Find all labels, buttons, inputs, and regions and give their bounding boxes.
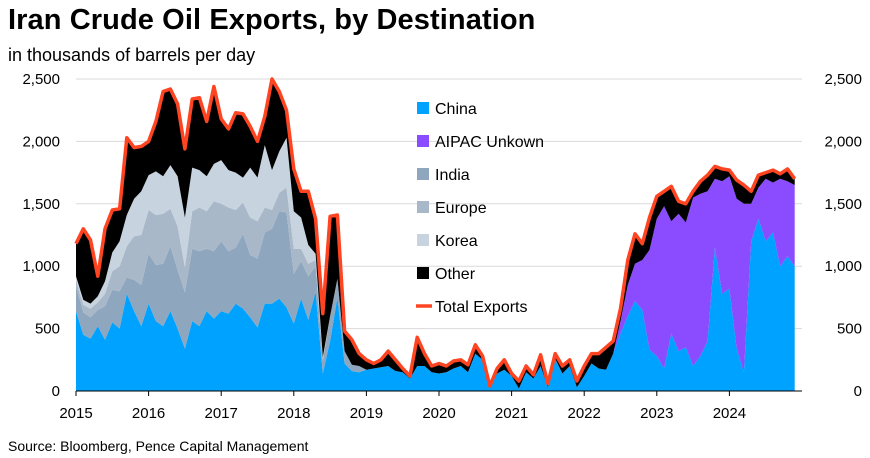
y-axis-left-ticks: 0 500 1,000 1,500 2,000 2,500 bbox=[22, 71, 60, 400]
y-tick-label-left: 0 bbox=[52, 383, 60, 400]
y-tick-label-left: 500 bbox=[35, 321, 60, 338]
legend-label-total-exports: Total Exports bbox=[435, 299, 527, 316]
legend-label-other: Other bbox=[435, 266, 476, 283]
area-korea bbox=[76, 137, 795, 389]
y-tick-label-right: 2,000 bbox=[824, 133, 862, 150]
source-note: Source: Bloomberg, Pence Capital Managem… bbox=[8, 438, 309, 454]
y-tick-label-right: 2,500 bbox=[824, 71, 862, 88]
chart-title: Iran Crude Oil Exports, by Destination bbox=[8, 4, 536, 36]
legend-swatch-korea bbox=[417, 234, 429, 246]
chart-subtitle: in thousands of barrels per day bbox=[8, 45, 256, 65]
y-tick-label-left: 2,000 bbox=[22, 133, 60, 150]
x-tick-label: 2018 bbox=[277, 405, 310, 422]
x-tick-label: 2016 bbox=[132, 405, 165, 422]
y-tick-label-right: 1,000 bbox=[824, 258, 862, 275]
legend-swatch-aipac-unkown bbox=[417, 135, 429, 147]
total-exports-line bbox=[74, 77, 797, 388]
area-aipac-unkown bbox=[76, 176, 795, 389]
y-axis-right-ticks: 0 500 1,000 1,500 2,000 2,500 bbox=[824, 71, 862, 400]
legend-swatch-india bbox=[417, 168, 429, 180]
y-tick-label-right: 1,500 bbox=[824, 196, 862, 213]
x-axis-ticks: 2015 2016 2017 2018 2019 2020 2021 2022 2023 2024 bbox=[59, 391, 746, 422]
legend-swatch-europe bbox=[417, 201, 429, 213]
y-tick-label-right: 0 bbox=[854, 383, 862, 400]
legend-label-india: India bbox=[435, 167, 470, 184]
x-tick-label: 2020 bbox=[422, 405, 455, 422]
legend-label-europe: Europe bbox=[435, 200, 487, 217]
legend-label-china: China bbox=[435, 101, 477, 118]
y-tick-label-left: 1,000 bbox=[22, 258, 60, 275]
legend-label-korea: Korea bbox=[435, 233, 478, 250]
x-tick-label: 2024 bbox=[713, 405, 746, 422]
area-china bbox=[76, 218, 795, 391]
legend: China AIPAC Unkown India Europe Korea Other To… bbox=[416, 101, 544, 316]
y-tick-label-right: 500 bbox=[837, 321, 862, 338]
x-tick-label: 2022 bbox=[568, 405, 601, 422]
x-tick-label: 2017 bbox=[205, 405, 238, 422]
total-exports-line-group bbox=[74, 77, 797, 388]
x-tick-label: 2021 bbox=[495, 405, 528, 422]
x-tick-label: 2015 bbox=[59, 405, 92, 422]
area-europe bbox=[76, 176, 795, 389]
legend-swatch-other bbox=[417, 267, 429, 279]
y-tick-label-left: 2,500 bbox=[22, 71, 60, 88]
legend-label-aipac-unkown: AIPAC Unkown bbox=[435, 134, 544, 151]
stacked-areas bbox=[76, 79, 795, 391]
area-india bbox=[76, 176, 795, 389]
area-other bbox=[76, 79, 795, 389]
legend-swatch-china bbox=[417, 102, 429, 114]
x-tick-label: 2019 bbox=[350, 405, 383, 422]
x-tick-label: 2023 bbox=[640, 405, 673, 422]
y-tick-label-left: 1,500 bbox=[22, 196, 60, 213]
